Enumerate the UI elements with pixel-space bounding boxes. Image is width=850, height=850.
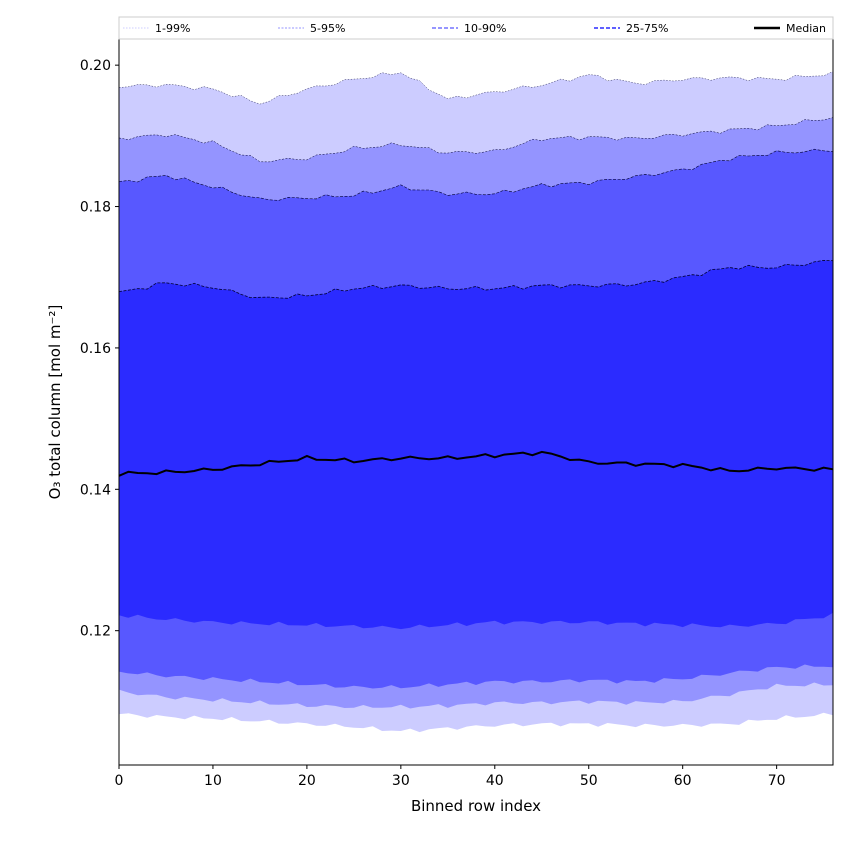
y-tick-label: 0.12	[80, 624, 111, 640]
x-tick-label: 50	[580, 773, 598, 789]
legend-label: 5-95%	[310, 22, 345, 35]
y-axis: 0.12 0.14 0.16 0.18 0.20	[80, 58, 119, 640]
band-25-75	[119, 260, 833, 630]
x-tick-label: 0	[115, 773, 124, 789]
median-line	[118, 450, 834, 477]
y-axis-label: O₃ total column [mol m⁻²]	[46, 305, 64, 500]
legend-label: 1-99%	[155, 22, 190, 35]
x-tick-label: 70	[768, 773, 786, 789]
legend-label: 25-75%	[626, 22, 668, 35]
legend-label: Median	[786, 22, 826, 35]
y-tick-label: 0.14	[80, 482, 111, 498]
y-tick-label: 0.20	[80, 58, 111, 74]
x-tick-label: 10	[204, 773, 222, 789]
y-tick-label: 0.18	[80, 200, 111, 216]
median-layer	[118, 450, 834, 477]
legend-label: 10-90%	[464, 22, 506, 35]
outline-p99	[118, 71, 834, 105]
outline-p95	[118, 117, 834, 163]
x-tick-label: 40	[486, 773, 504, 789]
outline-p90	[118, 148, 834, 201]
x-tick-label: 20	[298, 773, 316, 789]
percentile-bands	[118, 71, 834, 733]
x-tick-label: 60	[674, 773, 692, 789]
x-tick-label: 30	[392, 773, 410, 789]
outline-p75	[118, 259, 834, 299]
legend: 1-99% 5-95% 10-90% 25-75% Median	[118, 16, 834, 40]
y-tick-label: 0.16	[80, 341, 111, 357]
x-axis: 0 10 20 30 40 50 60 70	[115, 765, 786, 789]
x-axis-label: Binned row index	[411, 797, 541, 815]
legend-box	[118, 16, 834, 40]
